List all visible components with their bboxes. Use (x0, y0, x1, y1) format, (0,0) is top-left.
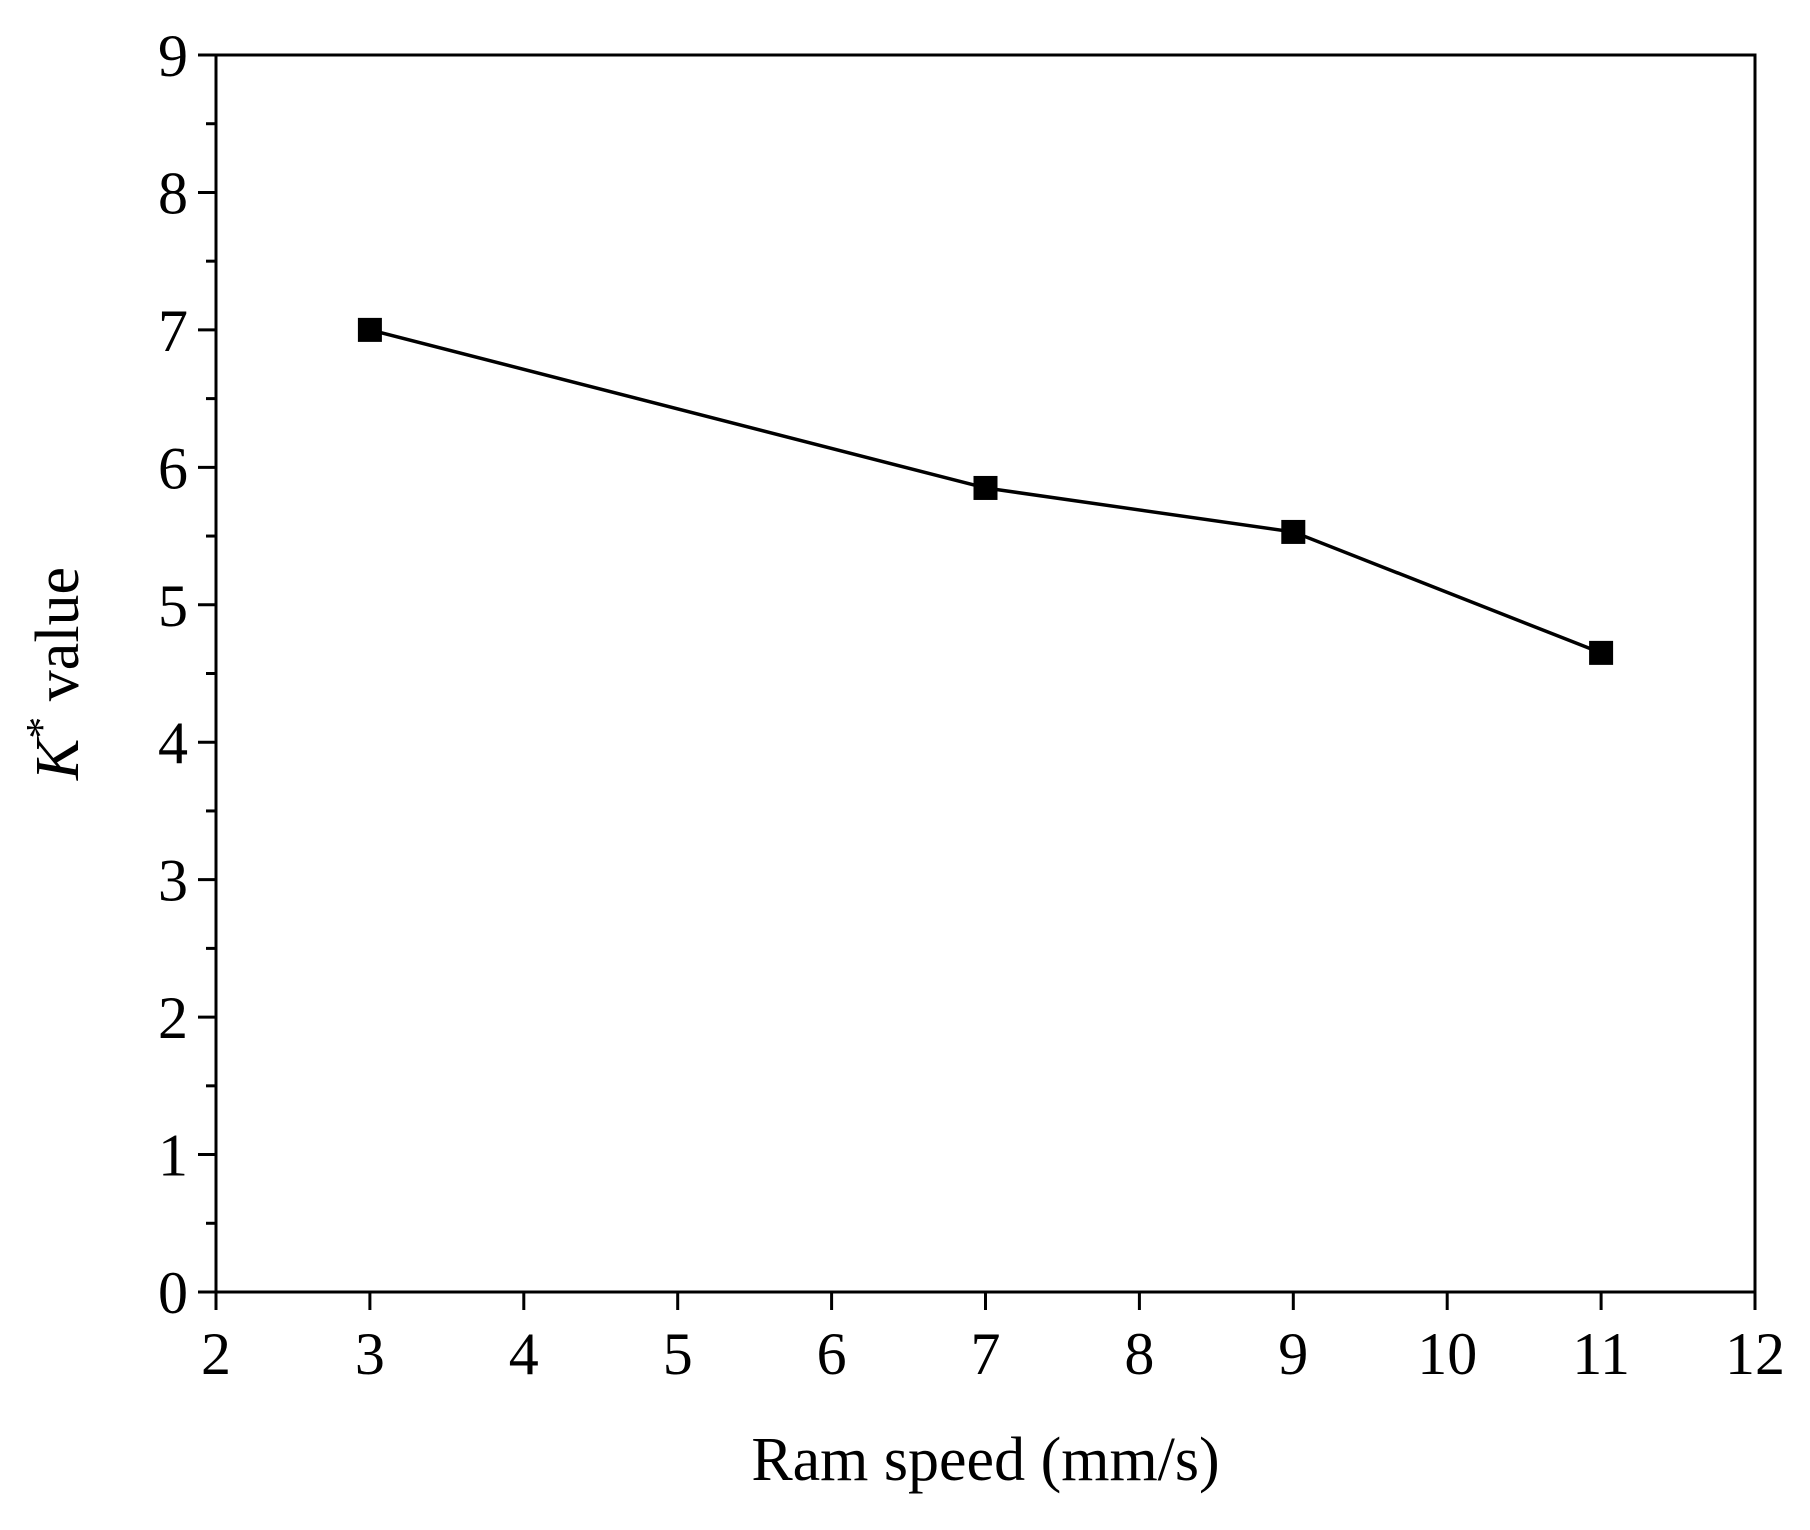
y-axis-title: K* value (17, 567, 92, 781)
x-tick-label: 7 (971, 1321, 1001, 1387)
x-tick-label: 8 (1124, 1321, 1154, 1387)
x-tick-label: 10 (1417, 1321, 1477, 1387)
data-point (357, 317, 382, 342)
x-tick-label: 5 (663, 1321, 693, 1387)
y-tick-label: 1 (158, 1123, 188, 1189)
series-line (369, 328, 1602, 655)
x-tick-label: 6 (817, 1321, 847, 1387)
y-tick-label: 5 (158, 573, 188, 639)
plot-frame (214, 53, 1757, 1294)
data-point (1589, 640, 1614, 665)
x-tick-label: 11 (1572, 1321, 1630, 1387)
x-tick-label: 9 (1278, 1321, 1308, 1387)
y-tick-label: 6 (158, 435, 188, 501)
y-tick-label: 3 (158, 848, 188, 914)
y-tick-label: 2 (158, 985, 188, 1051)
x-tick-label: 12 (1725, 1321, 1785, 1387)
series-markers (357, 317, 1614, 665)
y-axis-title-suffix: value (24, 567, 92, 717)
y-tick-label: 8 (158, 160, 188, 226)
x-tick-label: 3 (355, 1321, 385, 1387)
y-axis-title-superscript: * (17, 717, 66, 739)
x-tick-label: 2 (201, 1321, 231, 1387)
data-point (973, 475, 998, 500)
x-tick-label: 4 (509, 1321, 539, 1387)
y-tick-label: 0 (158, 1260, 188, 1326)
y-axis-title-symbol: K (24, 735, 92, 781)
y-tick-label: 7 (158, 298, 188, 364)
axis-ticks (198, 53, 1757, 1310)
y-tick-label: 4 (158, 710, 188, 776)
x-axis-title: Ram speed (mm/s) (751, 1426, 1219, 1494)
data-point (1281, 519, 1306, 544)
y-tick-label: 9 (158, 23, 188, 89)
